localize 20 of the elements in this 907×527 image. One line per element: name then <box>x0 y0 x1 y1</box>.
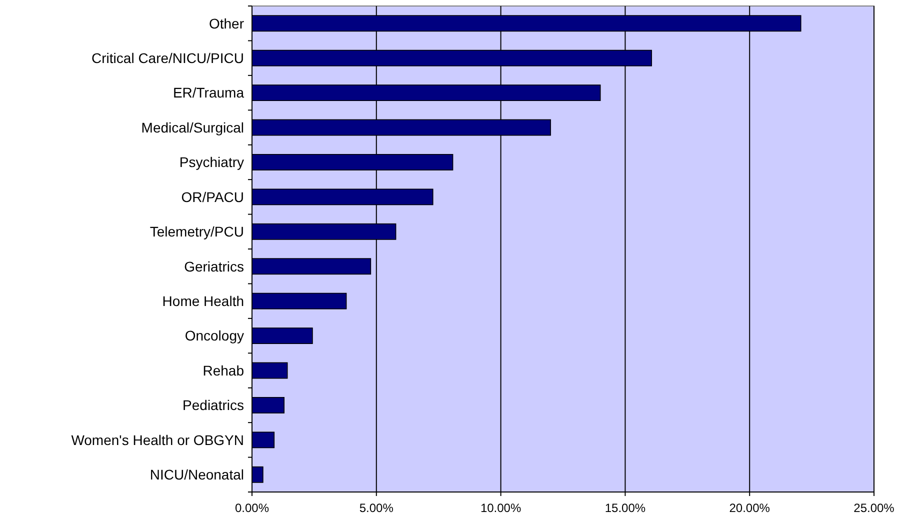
y-tick-label: Medical/Surgical <box>141 119 244 136</box>
y-tick-label: Critical Care/NICU/PICU <box>92 50 244 66</box>
x-tick-label: 15.00% <box>604 501 646 515</box>
y-tick-label: Other <box>208 15 244 32</box>
y-tick-label: Geriatrics <box>184 258 244 274</box>
x-tick-label: 5.00% <box>359 501 394 515</box>
y-tick-label: Home Health <box>162 292 244 309</box>
x-tick-label: 0.00% <box>234 501 270 515</box>
y-tick-label: Telemetry/PCU <box>150 224 244 240</box>
x-tick-label: 10.00% <box>480 501 522 515</box>
y-tick-label: Rehab <box>202 362 244 378</box>
y-tick-label: Oncology <box>184 328 244 344</box>
y-tick-label: ER/Trauma <box>172 84 244 101</box>
y-tick-label: Psychiatry <box>179 154 244 170</box>
x-tick-label: 20.00% <box>729 501 770 515</box>
y-tick-label: Pediatrics <box>182 397 244 414</box>
y-tick-label: OR/PACU <box>181 188 244 205</box>
y-tick-label: Women's Health or OBGYN <box>71 432 244 448</box>
x-tick-label: 25.00% <box>854 501 895 515</box>
y-tick-label: NICU/Neonatal <box>150 466 244 483</box>
